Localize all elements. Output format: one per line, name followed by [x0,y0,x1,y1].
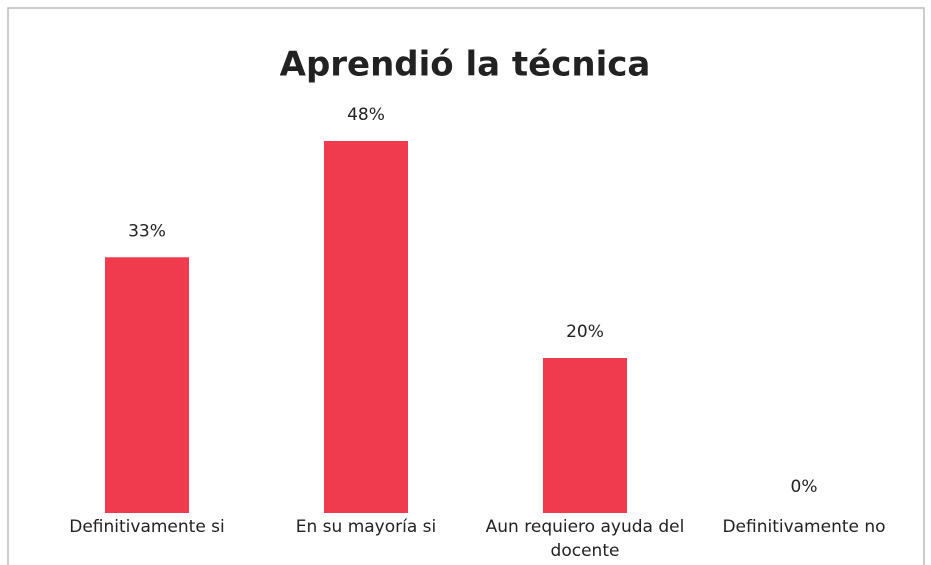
bar [543,358,627,513]
x-tick-label: En su mayoría si [295,517,437,537]
bar [105,257,189,513]
x-tick-label: Definitivamente si [69,517,225,537]
data-label: 0% [791,477,818,497]
data-label: 33% [128,221,166,241]
bar [324,141,408,513]
chart-title: Aprendió la técnica [280,45,651,85]
data-label: 20% [566,322,604,342]
x-tick-label: Definitivamente no [722,517,886,537]
data-label: 48% [347,105,385,125]
x-tick-label: Aun requiero ayuda del docente [485,517,685,561]
